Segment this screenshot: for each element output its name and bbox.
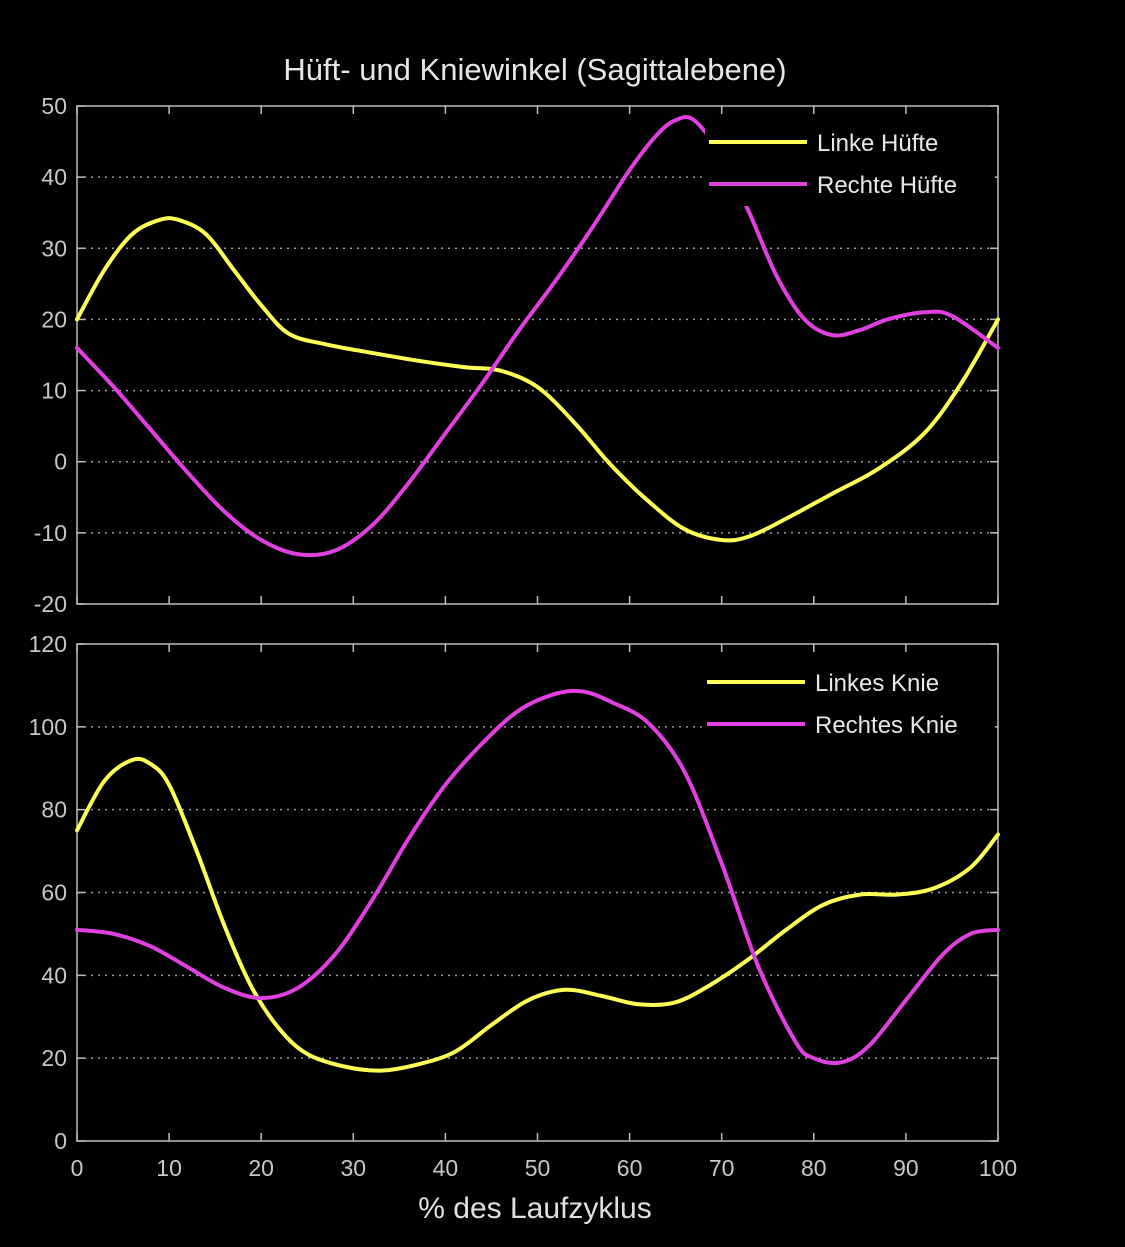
knee-x-tick-label: 80 xyxy=(801,1155,827,1181)
hip-legend-label-1: Linke Hüfte xyxy=(817,130,938,157)
hip-legend-label-2: Rechte Hüfte xyxy=(817,172,957,199)
hip-legend-box xyxy=(705,120,995,206)
knee-x-tick-label: 100 xyxy=(979,1155,1017,1181)
x-axis-label: % des Laufzyklus xyxy=(418,1192,651,1225)
hip-y-tick-label: 40 xyxy=(41,164,67,190)
knee-y-tick-label: 80 xyxy=(41,797,67,823)
knee-y-tick-label: 60 xyxy=(41,880,67,906)
hip-legend: Linke Hüfte Rechte Hüfte xyxy=(705,120,995,206)
knee-x-tick-label: 20 xyxy=(248,1155,274,1181)
knee-y-tick-label: 40 xyxy=(41,962,67,988)
knee-legend-label-1: Linkes Knie xyxy=(815,670,939,697)
knee-x-tick-label: 50 xyxy=(525,1155,551,1181)
knee-angle-plot: 0 20 40 60 80 100 120 0 10 20 30 40 50 60 70 80 90 100 Lin… xyxy=(29,631,1018,1181)
knee-series-line-2 xyxy=(75,688,1000,1066)
knee-x-tick-label: 40 xyxy=(433,1155,459,1181)
hip-y-tick-label: 50 xyxy=(41,93,67,119)
chart-title: Hüft- und Kniewinkel (Sagittalebene) xyxy=(283,52,786,87)
knee-x-tick-label: 10 xyxy=(156,1155,182,1181)
hip-angle-plot: -20 -10 0 10 20 30 40 50 Linke Hüfte Rechte Hüfte xyxy=(34,93,1000,617)
hip-y-tick-label: -10 xyxy=(34,520,67,546)
knee-series-line-1 xyxy=(75,756,1000,1073)
knee-x-tick-label: 60 xyxy=(617,1155,643,1181)
knee-legend-label-2: Rechtes Knie xyxy=(815,712,958,739)
hip-series-line-1 xyxy=(75,216,1000,543)
hip-y-tick-label: 10 xyxy=(41,378,67,404)
knee-y-tick-label: 100 xyxy=(29,714,67,740)
hip-series-line-2 xyxy=(75,115,1000,558)
knee-x-tick-label: 90 xyxy=(893,1155,919,1181)
knee-y-tick-label: 20 xyxy=(41,1045,67,1071)
hip-y-tick-label: 20 xyxy=(41,306,67,332)
knee-legend: Linkes Knie Rechtes Knie xyxy=(703,660,995,746)
knee-x-tick-label: 70 xyxy=(709,1155,735,1181)
knee-legend-box xyxy=(703,660,995,746)
hip-y-tick-label: 30 xyxy=(41,235,67,261)
knee-x-tick-label: 30 xyxy=(341,1155,367,1181)
knee-x-tick-label: 0 xyxy=(71,1155,84,1181)
hip-y-tick-label: 0 xyxy=(54,449,67,475)
hip-y-tick-label: -20 xyxy=(34,591,67,617)
knee-y-tick-label: 0 xyxy=(54,1128,67,1154)
knee-y-tick-label: 120 xyxy=(29,631,67,657)
